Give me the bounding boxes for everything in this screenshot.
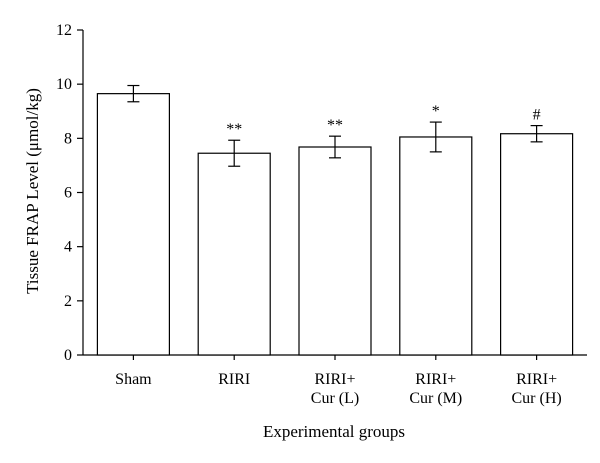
significance-marker: # xyxy=(533,107,541,124)
x-tick-label: RIRI xyxy=(218,371,250,388)
y-tick-label: 2 xyxy=(64,293,72,310)
y-tick-label: 6 xyxy=(64,185,72,202)
significance-marker: * xyxy=(432,103,440,120)
bar xyxy=(399,136,473,356)
bar xyxy=(96,93,171,356)
significance-marker: ** xyxy=(327,117,343,134)
x-tick-label: RIRI+ xyxy=(415,371,456,388)
x-tick-label: Sham xyxy=(115,371,152,388)
x-tick-label: Cur (L) xyxy=(311,390,359,407)
y-tick-label: 10 xyxy=(56,76,72,93)
bar xyxy=(500,133,574,356)
x-tick-label: RIRI+ xyxy=(516,371,557,388)
plot-area: 0 2 4 6 8 10 12 Sham ** RIRI ** RIRI+ Cur (L) * RIRI+ C… xyxy=(56,22,587,407)
bar xyxy=(197,152,271,356)
y-axis-title: Tissue FRAP Level (μmol/kg) xyxy=(23,88,42,294)
y-tick-label: 4 xyxy=(64,239,72,256)
y-tick-label: 12 xyxy=(56,22,72,39)
y-tick-label: 0 xyxy=(64,347,72,364)
x-tick-label: Cur (M) xyxy=(409,390,462,407)
y-tick-label: 8 xyxy=(64,130,72,147)
x-tick-label: Cur (H) xyxy=(511,390,561,407)
significance-marker: ** xyxy=(226,121,242,138)
x-tick-label: RIRI+ xyxy=(314,371,355,388)
x-axis-title: Experimental groups xyxy=(263,422,405,441)
bar xyxy=(298,146,372,356)
